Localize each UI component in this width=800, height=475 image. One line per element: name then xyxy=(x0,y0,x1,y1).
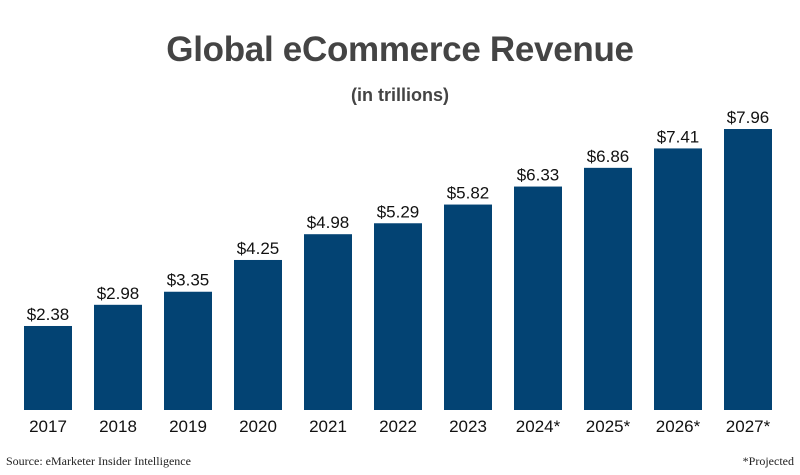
data-label-2019: $3.35 xyxy=(167,271,210,290)
bar-2020 xyxy=(234,259,282,410)
x-tick-label-2026: 2026* xyxy=(656,417,701,436)
data-label-2021: $4.98 xyxy=(307,213,350,232)
bar-2026 xyxy=(654,148,702,410)
bar-2022 xyxy=(374,223,422,410)
data-label-2026: $7.41 xyxy=(657,127,700,146)
x-tick-label-2023: 2023 xyxy=(449,417,487,436)
data-label-2023: $5.82 xyxy=(447,184,490,203)
data-label-2025: $6.86 xyxy=(587,147,630,166)
data-label-2022: $5.29 xyxy=(377,202,420,221)
chart-subtitle: (in trillions) xyxy=(351,85,449,105)
data-label-2027: $7.96 xyxy=(727,108,770,127)
x-tick-label-2018: 2018 xyxy=(99,417,137,436)
bar-2018 xyxy=(94,304,142,410)
data-label-2017: $2.38 xyxy=(27,305,70,324)
data-label-2020: $4.25 xyxy=(237,239,280,258)
x-tick-label-2024: 2024* xyxy=(516,417,561,436)
bar-2021 xyxy=(304,234,352,410)
source-note: Source: eMarketer Insider Intelligence xyxy=(6,454,191,468)
x-tick-label-2021: 2021 xyxy=(309,417,347,436)
data-label-2018: $2.98 xyxy=(97,284,140,303)
x-tick-label-2022: 2022 xyxy=(379,417,417,436)
bar-2019 xyxy=(164,291,212,410)
bar-2024 xyxy=(514,186,562,410)
bar-2025 xyxy=(584,167,632,410)
data-label-2024: $6.33 xyxy=(517,166,560,185)
x-tick-label-2025: 2025* xyxy=(586,417,631,436)
bar-2023 xyxy=(444,204,492,410)
bar-2027 xyxy=(724,129,772,410)
projected-footnote: *Projected xyxy=(742,454,794,468)
x-tick-label-2017: 2017 xyxy=(29,417,67,436)
bar-2017 xyxy=(24,325,72,410)
x-tick-label-2020: 2020 xyxy=(239,417,277,436)
x-tick-label-2027: 2027* xyxy=(726,417,771,436)
chart-title: Global eCommerce Revenue xyxy=(166,30,634,69)
x-tick-label-2019: 2019 xyxy=(169,417,207,436)
